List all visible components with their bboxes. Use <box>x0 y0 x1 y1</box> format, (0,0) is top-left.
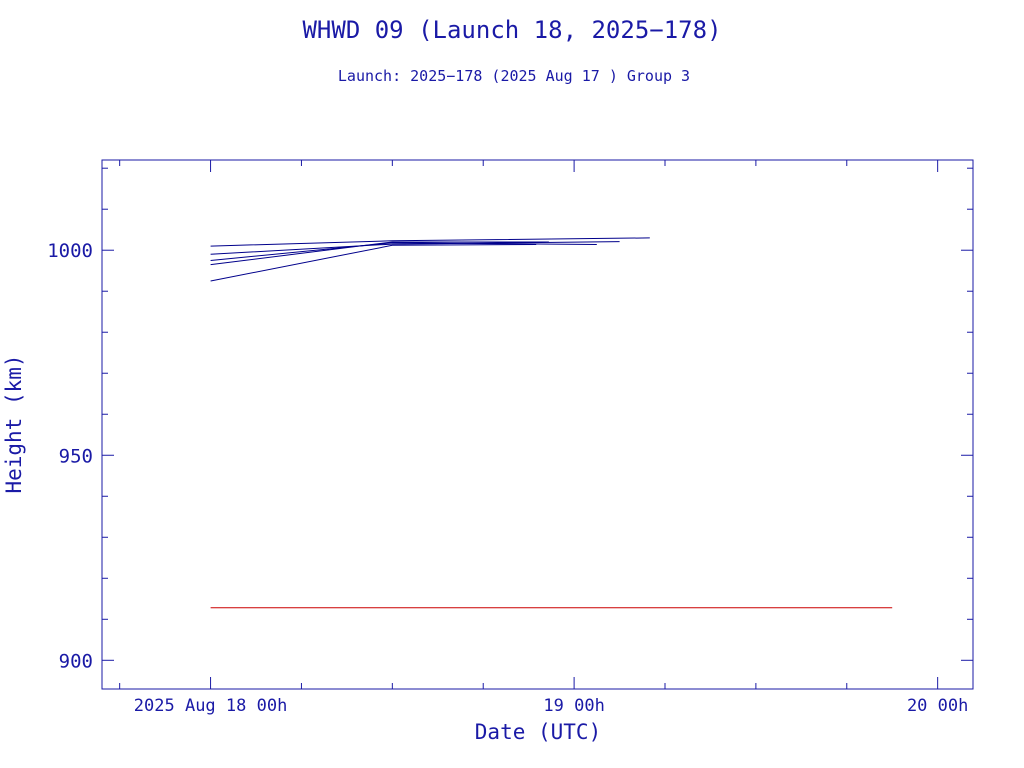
series-line-2 <box>210 241 620 255</box>
series-line-4 <box>210 241 549 266</box>
y-tick-label: 950 <box>59 445 93 467</box>
y-tick-label: 900 <box>59 650 93 672</box>
y-tick-label: 1000 <box>47 240 93 262</box>
series-line-5 <box>210 244 537 282</box>
plot-frame <box>101 159 974 690</box>
series-line-3 <box>210 242 597 261</box>
y-axis-label: Height (km) <box>2 354 26 493</box>
x-tick-label: 2025 Aug 18 00h <box>134 696 288 716</box>
chart-subtitle: Launch: 2025−178 (2025 Aug 17 ) Group 3 <box>338 67 690 85</box>
series-group <box>210 237 893 609</box>
chart-title: WHWD 09 (Launch 18, 2025−178) <box>302 16 721 44</box>
x-axis: 2025 Aug 18 00h 19 00h 20 00h <box>119 160 968 716</box>
x-tick-label: 20 00h <box>907 696 968 716</box>
x-axis-label: Date (UTC) <box>475 720 601 744</box>
series-line-1 <box>210 237 650 247</box>
x-tick-label: 19 00h <box>543 696 604 716</box>
y-axis: 900 950 1000 <box>47 167 973 672</box>
